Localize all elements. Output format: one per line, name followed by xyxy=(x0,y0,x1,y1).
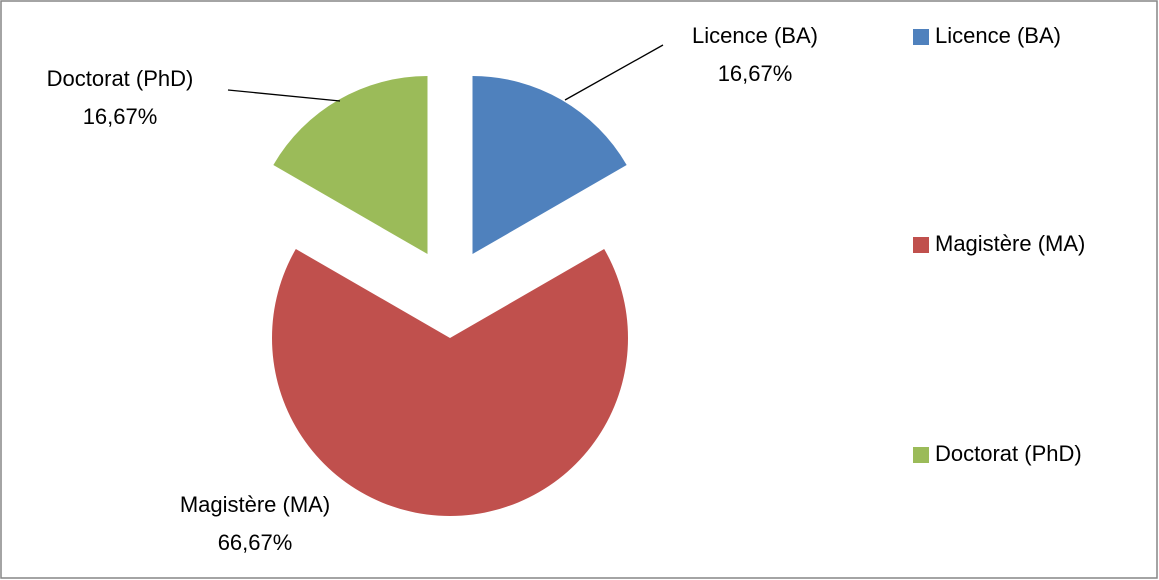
pie-slice xyxy=(472,76,627,255)
data-label-name: Doctorat (PhD) xyxy=(47,66,194,91)
legend-swatch xyxy=(913,29,929,45)
legend-label: Doctorat (PhD) xyxy=(935,441,1082,466)
legend-swatch xyxy=(913,447,929,463)
leader-line xyxy=(227,89,341,102)
data-label-name: Magistère (MA) xyxy=(180,492,330,517)
data-label-value: 66,67% xyxy=(218,530,293,555)
pie-slice xyxy=(273,76,428,255)
legend-swatch xyxy=(913,237,929,253)
pie-slice xyxy=(272,249,629,516)
data-label-value: 16,67% xyxy=(718,61,793,86)
leader-line xyxy=(564,44,664,101)
legend-label: Magistère (MA) xyxy=(935,231,1085,256)
data-label-name: Licence (BA) xyxy=(692,23,818,48)
data-label-value: 16,67% xyxy=(83,104,158,129)
legend-label: Licence (BA) xyxy=(935,23,1061,48)
